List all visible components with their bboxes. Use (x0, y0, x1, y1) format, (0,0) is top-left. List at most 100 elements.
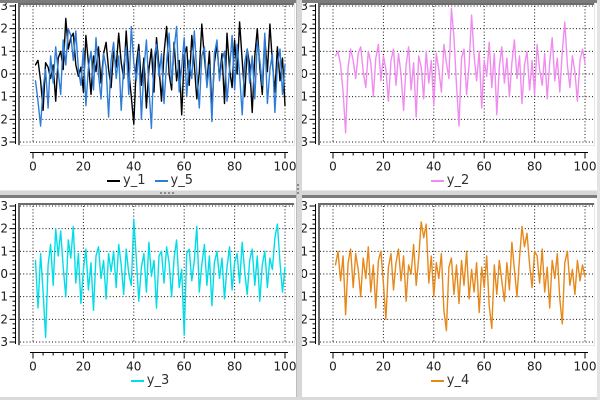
legend-label: y_2 (446, 173, 470, 188)
x-tick-label: 80 (227, 160, 242, 174)
legend-dash-icon (130, 380, 144, 382)
legend-dash-icon (154, 180, 168, 182)
y-tick-label: 2 (300, 222, 308, 236)
y-tick-label: 1 (300, 44, 308, 58)
legend-dash-icon (430, 380, 444, 382)
legend: y_4 (300, 372, 600, 390)
frame-border-left (318, 203, 320, 346)
x-tick-label: 60 (177, 360, 192, 374)
y-tick-label: 3 (300, 200, 308, 213)
y-tick-label: -1 (300, 290, 308, 304)
y-tick-label: 3 (0, 200, 8, 213)
frame-border-bottom (18, 345, 295, 346)
legend-dash-icon (107, 180, 121, 182)
y-tick-label: 0 (300, 267, 308, 281)
series-line-y_5 (34, 25, 286, 130)
chart-svg: 3 2 1 0 -1 -2 -3 0 20 40 60 80 100 (0, 0, 297, 174)
frame-border-right (594, 3, 595, 146)
legend: y_3 (0, 372, 300, 390)
y-tick-label: 3 (0, 0, 8, 13)
x-tick-label: 20 (376, 160, 391, 174)
y-tick-label: -3 (300, 335, 308, 349)
legend-item-y_5: y_5 (154, 173, 193, 188)
canvas-bottom-edge (0, 397, 600, 400)
frame-border-right (594, 203, 595, 346)
y-tick-label: -2 (300, 112, 308, 126)
y-tick-label: 2 (0, 22, 8, 36)
x-tick-label: 60 (477, 360, 492, 374)
y-tick-label: 2 (0, 222, 8, 236)
y-tick-label: -1 (0, 290, 8, 304)
y-tick-label: -3 (0, 135, 8, 149)
x-tick-label: 40 (126, 360, 141, 374)
y-tick-label: -1 (300, 90, 308, 104)
x-tick-label: 40 (426, 360, 441, 374)
frame-border-top (18, 203, 295, 205)
x-tick-label: 40 (126, 160, 141, 174)
legend: y_1 y_5 (0, 172, 300, 190)
subplot-top-left: 3 2 1 0 -1 -2 -3 0 20 40 60 80 100 y_1 y_5 (0, 0, 300, 200)
chart-svg: 3 2 1 0 -1 -2 -3 0 20 40 60 80 100 (0, 200, 297, 374)
y-tick-label: -2 (0, 112, 8, 126)
legend-dash-icon (430, 180, 444, 182)
frame-border-top (318, 203, 595, 205)
canvas-right-edge (597, 0, 600, 400)
frame-border-left (18, 3, 20, 146)
y-tick-label: 3 (300, 0, 308, 13)
subplot-top-right: 3 2 1 0 -1 -2 -3 0 20 40 60 80 100 y_2 (300, 0, 600, 200)
x-tick-label: 100 (274, 360, 297, 374)
x-tick-label: 100 (574, 360, 597, 374)
y-tick-label: 1 (300, 244, 308, 258)
legend-item-y_3: y_3 (130, 373, 170, 388)
legend: y_2 (300, 172, 600, 190)
x-tick-label: 80 (227, 360, 242, 374)
x-tick-label: 0 (329, 360, 337, 374)
x-tick-label: 20 (376, 360, 391, 374)
subplot-bottom-left: 3 2 1 0 -1 -2 -3 0 20 40 60 80 100 y_3 (0, 200, 300, 400)
y-tick-label: -2 (300, 312, 308, 326)
x-tick-label: 0 (29, 160, 37, 174)
frame-border-bottom (318, 145, 595, 146)
y-tick-label: 0 (0, 267, 8, 281)
series-line-y_3 (34, 218, 286, 339)
frame-border-top (318, 3, 595, 5)
legend-item-y_2: y_2 (430, 173, 470, 188)
x-tick-label: 40 (426, 160, 441, 174)
x-tick-label: 0 (329, 160, 337, 174)
legend-label: y_5 (170, 173, 193, 188)
x-tick-label: 80 (527, 160, 542, 174)
y-tick-label: -3 (0, 335, 8, 349)
y-tick-label: 2 (300, 22, 308, 36)
y-tick-label: -3 (300, 135, 308, 149)
splitter-grip (160, 192, 174, 194)
frame-border-right (294, 3, 295, 146)
x-tick-label: 100 (574, 160, 597, 174)
y-tick-label: 0 (300, 67, 308, 81)
frame-border-bottom (318, 345, 595, 346)
legend-label: y_3 (146, 373, 170, 388)
x-tick-label: 60 (477, 160, 492, 174)
y-tick-label: 0 (0, 67, 8, 81)
frame-border-bottom (18, 145, 295, 146)
legend-item-y_4: y_4 (430, 374, 469, 388)
x-tick-label: 100 (274, 160, 297, 174)
splitter-grip (297, 184, 299, 194)
frame-border-right (294, 203, 295, 346)
series-line-y_4 (334, 221, 586, 332)
y-tick-label: -1 (0, 90, 8, 104)
y-tick-label: -2 (0, 312, 8, 326)
x-tick-label: 20 (76, 160, 91, 174)
x-tick-label: 80 (527, 360, 542, 374)
y-tick-label: 1 (0, 244, 8, 258)
subplot-bottom-right: 3 2 1 0 -1 -2 -3 0 20 40 60 80 100 y_4 (300, 200, 600, 400)
x-tick-label: 60 (177, 160, 192, 174)
chart-svg: 3 2 1 0 -1 -2 -3 0 20 40 60 80 100 (300, 0, 597, 174)
vertical-splitter[interactable] (296, 0, 302, 400)
series-line-y_2 (334, 7, 586, 134)
y-tick-label: 1 (0, 44, 8, 58)
legend-label: y_1 (123, 173, 146, 188)
legend-item-y_1: y_1 (107, 173, 146, 188)
frame-border-left (318, 3, 320, 146)
frame-border-left (18, 203, 20, 346)
